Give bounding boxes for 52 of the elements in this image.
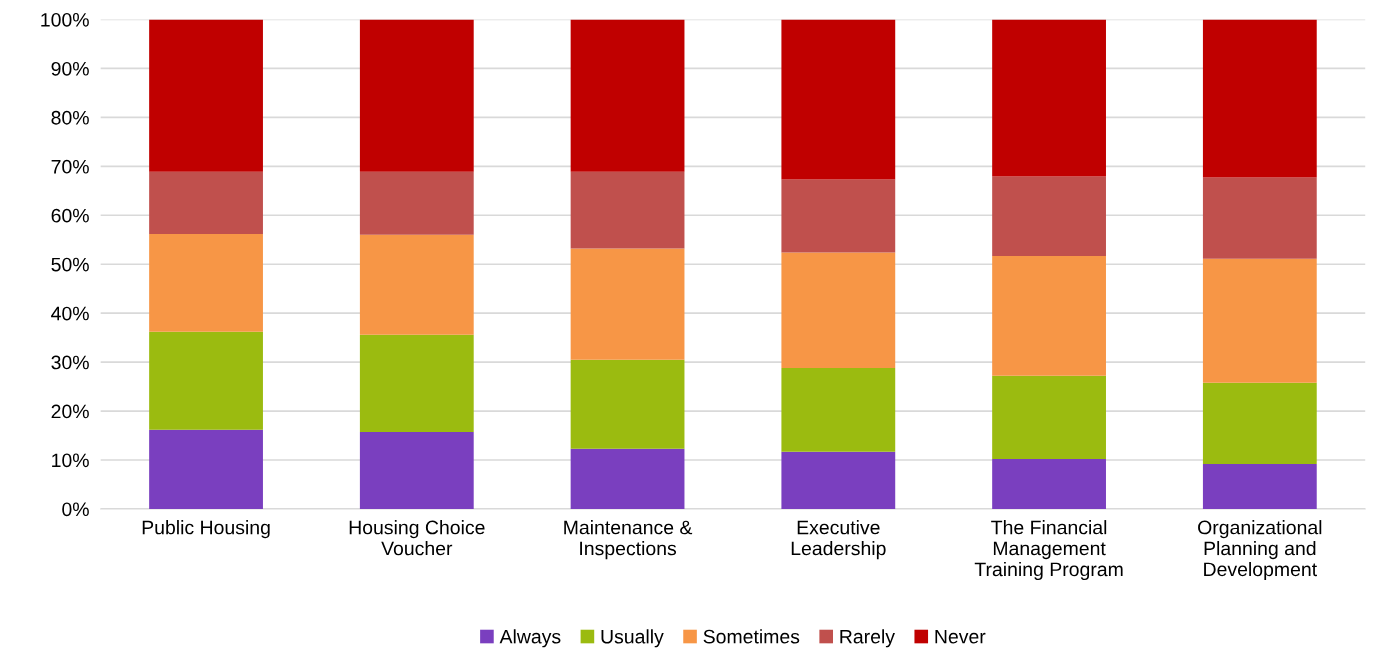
bar bbox=[359, 19, 474, 172]
bar bbox=[359, 432, 474, 509]
bar bbox=[570, 171, 685, 249]
bar bbox=[149, 233, 263, 332]
y-tick-label: 30% bbox=[51, 355, 89, 370]
y-tick-label: 60% bbox=[51, 208, 89, 223]
y-tick-label: 40% bbox=[51, 306, 89, 321]
bar bbox=[359, 171, 474, 235]
y-tick-label: 20% bbox=[51, 404, 89, 419]
bar bbox=[149, 429, 263, 509]
bar bbox=[781, 451, 896, 509]
y-tick-label: 90% bbox=[51, 61, 89, 76]
bar bbox=[570, 359, 685, 449]
y-tick-label: 100% bbox=[41, 12, 89, 27]
bar bbox=[992, 459, 1106, 509]
bar bbox=[781, 19, 896, 180]
legend-label: Rarely bbox=[840, 629, 895, 648]
x-tick-label: Organizational Planning and Development bbox=[1198, 520, 1322, 581]
bar bbox=[1202, 463, 1317, 509]
bar bbox=[149, 331, 263, 430]
bar bbox=[1202, 382, 1317, 464]
x-tick-label: The Financial Management Training Program bbox=[974, 520, 1123, 581]
y-tick-label: 80% bbox=[51, 110, 89, 125]
bar bbox=[359, 334, 474, 433]
bar bbox=[992, 19, 1106, 177]
x-tick-label: Maintenance & Inspections bbox=[564, 520, 693, 560]
bar bbox=[992, 255, 1106, 376]
bar bbox=[781, 252, 896, 368]
bar bbox=[359, 234, 474, 335]
bar bbox=[149, 171, 263, 234]
bar bbox=[781, 367, 896, 452]
bar bbox=[149, 19, 263, 172]
legend-label: Usually bbox=[601, 629, 664, 648]
bar bbox=[781, 179, 896, 253]
x-tick-label: Housing Choice Voucher bbox=[349, 520, 485, 556]
bar bbox=[1202, 258, 1317, 383]
bar bbox=[1202, 177, 1317, 259]
bar bbox=[570, 19, 685, 172]
y-tick-label: 70% bbox=[51, 159, 89, 174]
y-tick-label: 50% bbox=[51, 257, 89, 272]
bar bbox=[992, 176, 1106, 256]
legend-label: Always bbox=[499, 629, 561, 648]
legend-label: Never bbox=[935, 629, 986, 644]
x-tick-label: Public Housing bbox=[142, 520, 270, 539]
bar bbox=[992, 375, 1106, 460]
bar bbox=[570, 248, 685, 360]
bar bbox=[570, 448, 685, 509]
x-tick-label: Executive Leadership bbox=[791, 520, 886, 560]
y-tick-label: 0% bbox=[62, 502, 89, 517]
y-tick-label: 10% bbox=[52, 453, 89, 468]
legend-label: Sometimes bbox=[703, 629, 800, 644]
bar bbox=[1202, 19, 1317, 178]
